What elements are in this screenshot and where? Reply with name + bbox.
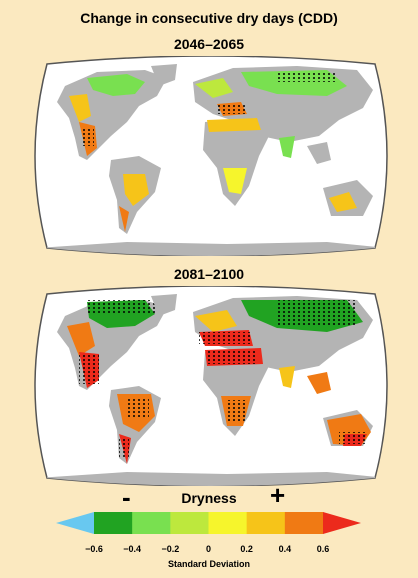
colorbar bbox=[56, 512, 361, 534]
map-period-label-2: 2081–2100 bbox=[173, 266, 245, 282]
colorbar-tick-label: 0.6 bbox=[316, 544, 330, 554]
colorbar-bin bbox=[170, 512, 209, 534]
colorbar-extend-low bbox=[56, 512, 94, 534]
colorbar-bin bbox=[246, 512, 286, 534]
colorbar-bin bbox=[284, 512, 324, 534]
legend-plus-sign: + bbox=[270, 480, 286, 510]
legend-minus-sign: - bbox=[122, 482, 131, 512]
colorbar-bin bbox=[208, 512, 248, 534]
figure-title: Change in consecutive dry days (CDD) bbox=[80, 10, 338, 26]
colorbar-units: Standard Deviation bbox=[167, 559, 250, 569]
colorbar-tick-label: 0.4 bbox=[278, 544, 292, 554]
colorbar-extend-high bbox=[323, 512, 361, 534]
colorbar-tick-label: −0.2 bbox=[161, 544, 180, 554]
colorbar-tick-label: −0.4 bbox=[123, 544, 142, 554]
map-period-label-1: 2046–2065 bbox=[173, 36, 245, 52]
colorbar-tick-label: 0.2 bbox=[240, 544, 253, 554]
world-map-2081-2100 bbox=[34, 286, 388, 486]
colorbar-bin bbox=[132, 512, 171, 534]
colorbar-tick-label: 0 bbox=[205, 544, 212, 554]
legend-title: Dryness bbox=[181, 490, 237, 506]
colorbar-bin bbox=[94, 512, 133, 534]
colorbar-tick-label: −0.6 bbox=[85, 544, 103, 554]
world-map-2046-2065 bbox=[34, 56, 388, 256]
